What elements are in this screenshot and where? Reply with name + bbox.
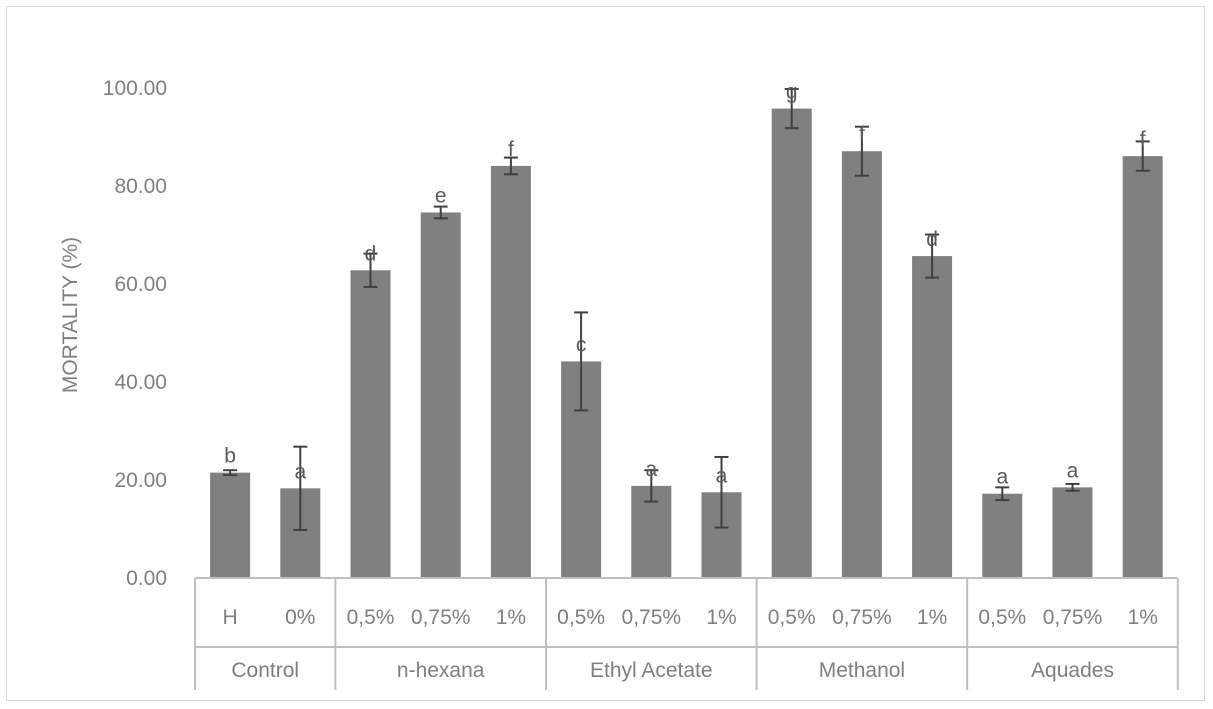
x-group-label: Aquades: [1031, 659, 1114, 682]
x-category-label: 0%: [285, 606, 315, 629]
y-axis-title: MORTALITY (%): [59, 237, 82, 393]
x-category-label: 1%: [1128, 606, 1158, 629]
significance-letter: e: [435, 184, 447, 207]
bar: [210, 472, 251, 578]
y-tick-label: 80.00: [114, 175, 167, 198]
significance-letter: a: [1067, 459, 1079, 482]
significance-letters: b a d e f c a a g f d a a f: [224, 81, 1146, 489]
significance-letter: f: [859, 123, 865, 146]
x-category-label: H: [223, 606, 238, 629]
significance-letter: a: [716, 464, 728, 487]
x-group-label: Ethyl Acetate: [590, 659, 713, 682]
significance-letter: d: [365, 242, 377, 265]
significance-letter: d: [926, 228, 938, 251]
y-tick-label: 20.00: [114, 469, 167, 492]
x-category-label: 0,75%: [1043, 606, 1103, 629]
chart-frame: MORTALITY (%) 0.00 20.00 40.00 60.00 80.00 10…: [6, 6, 1205, 701]
x-group-label: Methanol: [819, 659, 905, 682]
x-axis: H 0% Control 0,5% 0,75% 1% n-hexana 0,5% 0,75% 1%…: [194, 577, 1179, 690]
significance-letter: a: [996, 466, 1008, 489]
bars: [210, 108, 1163, 579]
x-category-label: 0,5%: [557, 606, 605, 629]
x-category-label: 1%: [706, 606, 736, 629]
bar: [1122, 156, 1163, 579]
error-bars: [223, 87, 1150, 531]
x-category-label: 1%: [496, 606, 526, 629]
bar: [420, 212, 461, 578]
x-category-label: 0,5%: [347, 606, 395, 629]
significance-letter: f: [508, 138, 514, 161]
x-category-label: 0,5%: [768, 606, 816, 629]
significance-letter: g: [786, 81, 798, 104]
x-group-label: n-hexana: [397, 659, 485, 682]
mortality-bar-chart: MORTALITY (%) 0.00 20.00 40.00 60.00 80.00 10…: [59, 77, 1179, 690]
bar: [912, 256, 953, 578]
bar: [982, 493, 1023, 578]
x-category-label: 0,75%: [411, 606, 471, 629]
y-tick-label: 100.00: [103, 77, 167, 100]
y-tick-label: 0.00: [126, 567, 167, 590]
y-tick-label: 60.00: [114, 273, 167, 296]
x-group-label: Control: [231, 659, 299, 682]
x-category-label: 1%: [917, 606, 947, 629]
significance-letter: c: [576, 333, 587, 356]
x-category-label: 0,75%: [832, 606, 892, 629]
significance-letter: b: [224, 445, 236, 468]
significance-letter: a: [294, 460, 306, 483]
y-axis-ticks: 0.00 20.00 40.00 60.00 80.00 100.00: [103, 77, 167, 590]
bar: [1052, 487, 1093, 578]
significance-letter: a: [645, 458, 657, 481]
bar: [771, 108, 812, 578]
bar: [490, 165, 531, 578]
x-category-label: 0,5%: [978, 606, 1026, 629]
x-category-label: 0,75%: [622, 606, 682, 629]
significance-letter: f: [1140, 128, 1146, 151]
bar: [350, 270, 391, 578]
bar: [841, 151, 882, 578]
y-tick-label: 40.00: [114, 371, 167, 394]
